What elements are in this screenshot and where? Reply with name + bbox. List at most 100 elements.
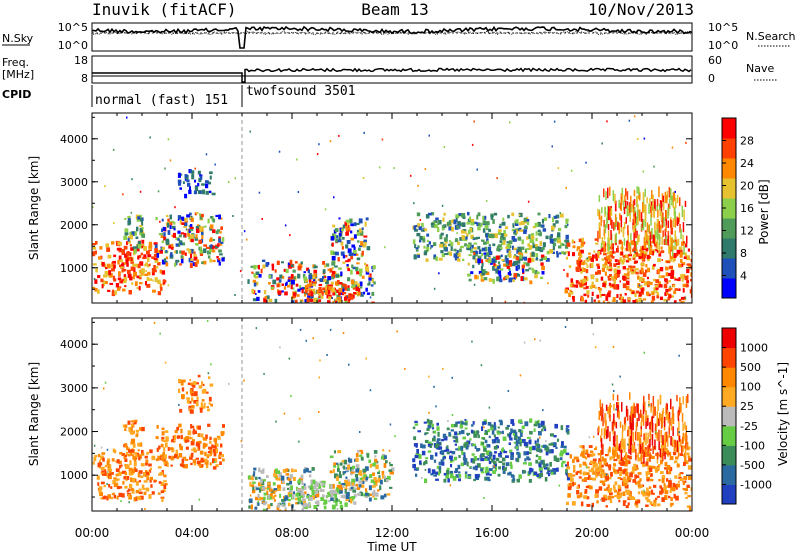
power-cell <box>674 190 676 193</box>
power-cell <box>191 217 194 222</box>
velocity-cell <box>607 477 612 480</box>
velocity-cell <box>614 494 618 497</box>
power-cell <box>635 249 639 253</box>
velocity-cell <box>631 443 634 453</box>
velocity-cell <box>613 484 616 489</box>
power-cell <box>147 271 151 276</box>
power-cell <box>264 296 268 299</box>
power-cell <box>209 224 214 229</box>
velocity-cell <box>688 476 692 480</box>
power-cell <box>205 153 208 156</box>
power-cell <box>122 193 124 196</box>
power-cell <box>646 222 649 231</box>
velocity-cell <box>687 465 692 470</box>
velocity-cell <box>458 455 461 458</box>
velocity-cell <box>443 456 446 459</box>
velocity-cell <box>273 488 278 491</box>
velocity-cell <box>492 454 496 460</box>
power-cell <box>601 207 603 214</box>
velocity-cell <box>100 455 104 461</box>
velocity-cell <box>355 468 359 473</box>
power-cell <box>193 253 197 258</box>
power-cell <box>674 208 676 219</box>
power-cell <box>439 243 443 248</box>
power-cell <box>576 259 581 265</box>
power-cell <box>364 241 367 246</box>
velocity-cell <box>616 435 618 447</box>
noise-panel: N.Sky 10^5 10^0 10^5 10^0 N.Search <box>2 21 796 52</box>
power-cell <box>347 277 351 282</box>
power-cell <box>368 275 371 278</box>
velocity-cell <box>191 452 194 458</box>
power-cell <box>518 214 521 217</box>
velocity-cell <box>157 466 162 469</box>
power-cell <box>353 222 357 227</box>
power-cell <box>450 219 454 224</box>
velocity-cell <box>349 498 353 504</box>
power-cell <box>338 236 341 241</box>
velocity-cell <box>668 412 671 420</box>
power-cell <box>609 285 612 288</box>
power-cell <box>509 121 511 124</box>
velocity-cell <box>637 432 639 441</box>
power-cell <box>629 267 633 272</box>
power-cell <box>598 195 601 202</box>
power-cell <box>357 291 361 296</box>
velocity-cell <box>127 447 130 450</box>
velocity-cell <box>643 433 645 441</box>
velocity-cell <box>645 449 647 457</box>
velocity-cell <box>161 436 165 441</box>
power-cell <box>341 228 345 232</box>
velocity-cell <box>469 466 472 469</box>
noise-search-label: N.Search <box>746 30 796 43</box>
velocity-cell <box>600 474 603 479</box>
velocity-cell <box>137 449 140 452</box>
power-cell <box>441 228 445 231</box>
power-cell <box>347 285 350 289</box>
power-cell <box>346 287 350 292</box>
power-cell <box>431 225 435 228</box>
velocity-cell <box>588 436 591 439</box>
power-cell <box>126 269 131 274</box>
velocity-cell <box>532 445 536 451</box>
power-cell <box>158 233 163 236</box>
velocity-cell <box>489 451 493 457</box>
power-cell <box>497 230 502 236</box>
power-cell <box>342 224 345 229</box>
velocity-cell <box>123 444 126 448</box>
power-cell <box>186 248 190 251</box>
power-cell <box>438 220 442 225</box>
velocity-cell <box>445 448 450 452</box>
velocity-cell <box>526 456 529 460</box>
power-cell <box>483 252 487 255</box>
velocity-cell <box>468 476 471 479</box>
velocity-cell <box>289 474 294 479</box>
power-cell <box>128 256 132 259</box>
velocity-cell <box>198 498 201 501</box>
velocity-cell <box>373 450 378 454</box>
velocity-cell <box>139 442 143 447</box>
velocity-cell <box>573 464 576 470</box>
power-cell <box>565 234 569 240</box>
velocity-cell <box>618 410 620 420</box>
velocity-cell <box>636 403 638 413</box>
velocity-cell <box>656 411 659 423</box>
velocity-cell <box>446 427 450 431</box>
power-cell <box>278 279 282 283</box>
power-cell <box>113 222 115 225</box>
velocity-cell <box>297 497 300 500</box>
velocity-cell <box>267 487 271 490</box>
velocity-cell <box>135 454 138 458</box>
power-cell <box>428 241 431 245</box>
power-cell <box>131 178 133 181</box>
power-cell <box>145 281 147 286</box>
power-cell <box>508 250 512 255</box>
velocity-cell <box>339 462 343 466</box>
power-cell <box>508 240 513 245</box>
velocity-cell <box>510 456 514 460</box>
velocity-cell <box>592 477 596 481</box>
velocity-cell <box>664 461 668 467</box>
velocity-cell <box>202 383 205 386</box>
power-cell <box>344 221 347 227</box>
power-cell <box>258 274 262 278</box>
